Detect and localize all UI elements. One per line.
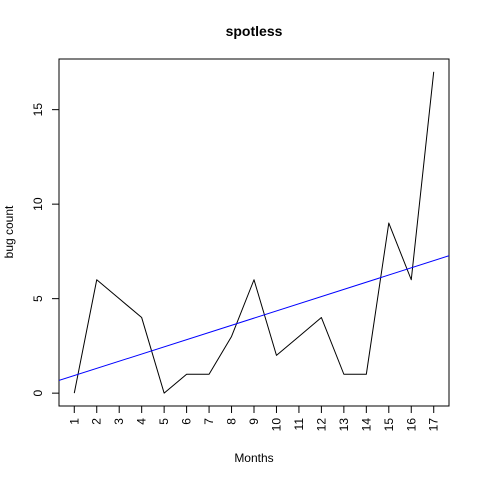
x-tick-label: 4 [135, 418, 149, 425]
x-tick-label: 7 [202, 418, 216, 425]
x-tick-label: 8 [225, 418, 239, 425]
x-tick-label: 17 [427, 418, 441, 432]
trend-line [59, 255, 449, 381]
x-tick-label: 11 [292, 418, 306, 431]
y-tick-label: 10 [31, 197, 45, 211]
x-tick-label: 6 [180, 418, 194, 425]
y-tick-label: 5 [31, 295, 45, 302]
x-tick-label: 3 [112, 418, 126, 425]
series-line [73, 71, 435, 394]
x-tick-label: 15 [382, 418, 396, 432]
x-tick-label: 16 [404, 418, 418, 432]
x-tick-label: 9 [247, 418, 261, 425]
chart-title: spotless [226, 23, 283, 39]
x-tick-label: 13 [337, 418, 351, 432]
x-tick-label: 14 [359, 418, 373, 432]
y-axis-label: bug count [2, 205, 16, 258]
x-tick-label: 1 [67, 418, 81, 425]
x-axis-label: Months [234, 451, 273, 465]
x-tick-label: 12 [314, 418, 328, 432]
x-tick-label: 10 [269, 418, 283, 432]
y-tick-label: 0 [31, 389, 45, 396]
x-tick-label: 2 [90, 418, 104, 425]
x-tick-label: 5 [157, 418, 171, 425]
y-tick-label: 15 [31, 103, 45, 117]
